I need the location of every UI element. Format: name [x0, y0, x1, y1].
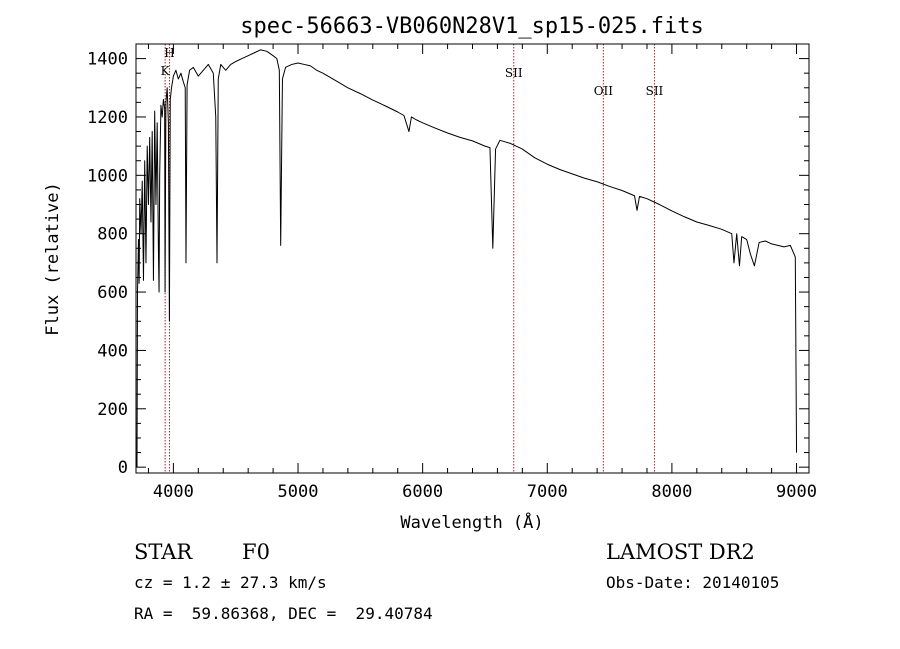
y-tick-label: 1400	[87, 50, 128, 70]
x-tick-label: 9000	[776, 482, 817, 502]
spectral-line-label: OII	[594, 84, 614, 98]
x-tick-label: 4000	[153, 482, 194, 502]
redshift-line: cz = 1.2 ± 27.3 km/s	[134, 573, 327, 592]
object-class: STAR	[134, 540, 193, 564]
spectral-line-label: H	[164, 46, 174, 60]
y-axis-label: Flux (relative)	[43, 182, 63, 336]
y-tick-label: 1000	[87, 166, 128, 186]
spectral-line-label: SII	[646, 84, 664, 98]
x-tick-label: 5000	[278, 482, 319, 502]
x-tick-label: 6000	[402, 482, 443, 502]
y-tick-label: 800	[97, 225, 128, 245]
spectral-line-label: K	[161, 64, 171, 78]
obs-date: Obs-Date: 20140105	[606, 573, 780, 592]
survey-release: LAMOST DR2	[606, 540, 755, 564]
coordinates: RA = 59.86368, DEC = 29.40784	[134, 604, 433, 623]
y-tick-label: 600	[97, 283, 128, 303]
y-tick-label: 0	[118, 458, 128, 478]
y-tick-label: 200	[97, 400, 128, 420]
y-tick-label: 400	[97, 341, 128, 361]
y-tick-label: 1200	[87, 108, 128, 128]
spectral-subclass: F0	[242, 540, 270, 564]
x-tick-label: 8000	[651, 482, 692, 502]
spectral-line-label: SII	[505, 66, 523, 80]
chart-title: spec-56663-VB060N28V1_sp15-025.fits	[240, 14, 704, 39]
x-tick-label: 7000	[527, 482, 568, 502]
spectrum-line	[136, 49, 798, 468]
plot-frame	[135, 43, 810, 474]
x-axis-label: Wavelength (Å)	[400, 511, 543, 533]
